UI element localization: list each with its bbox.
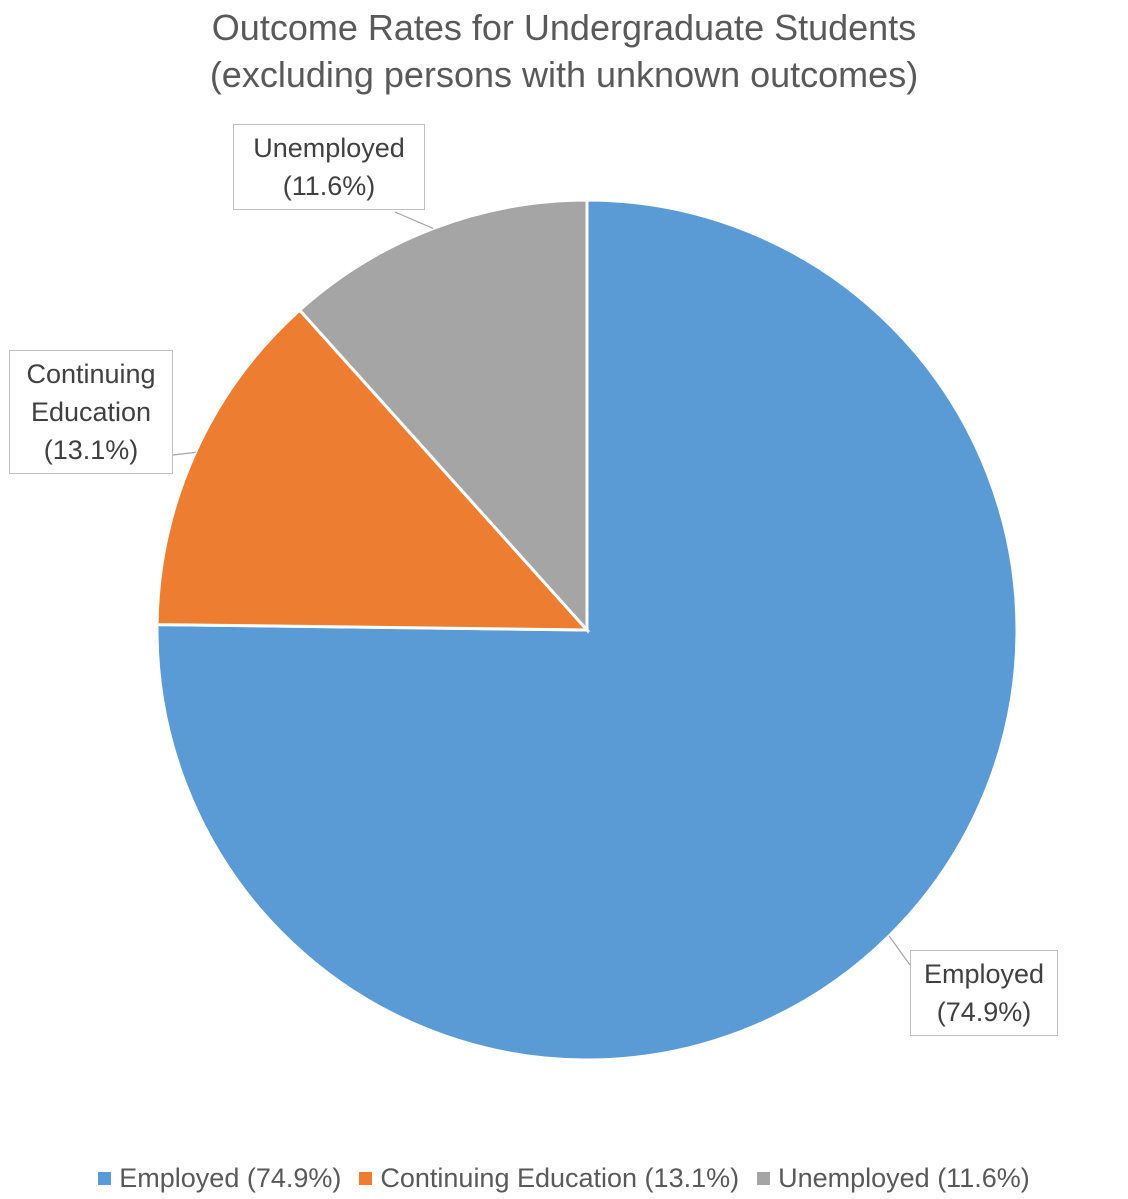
legend-swatch-unemployed bbox=[757, 1171, 771, 1185]
legend-label-continuing-education: Continuing Education (13.1%) bbox=[380, 1163, 740, 1193]
legend-label-unemployed: Unemployed (11.6%) bbox=[778, 1163, 1030, 1193]
data-label-employed-line-2: (74.9%) bbox=[936, 997, 1032, 1027]
leader-line-unemployed bbox=[394, 211, 434, 230]
pie-slice-unemployed bbox=[297, 198, 589, 634]
data-label-employed-line-1: Employed bbox=[923, 959, 1045, 989]
chart-subtitle-line: (excluding persons with unknown outcomes… bbox=[209, 54, 919, 95]
legend-item-continuing-education: Continuing Education (13.1%) bbox=[359, 1160, 739, 1196]
chart-legend: Employed (74.9%) Continuing Education (1… bbox=[0, 1160, 1128, 1196]
chart-title: Outcome Rates for Undergraduate Students… bbox=[0, 4, 1128, 98]
data-label-unemployed-line-1: Unemployed bbox=[253, 133, 405, 163]
data-label-unemployed: Unemployed (11.6%) bbox=[233, 124, 425, 210]
legend-item-unemployed: Unemployed (11.6%) bbox=[757, 1160, 1030, 1196]
data-label-continuing-education-line-1: Continuing bbox=[26, 359, 156, 389]
leader-line-employed bbox=[888, 935, 911, 966]
label-leader-lines bbox=[172, 211, 911, 966]
leader-line-continuing-education bbox=[172, 451, 196, 456]
legend-item-employed: Employed (74.9%) bbox=[98, 1160, 341, 1196]
legend-swatch-employed bbox=[98, 1171, 112, 1185]
pie-slices bbox=[155, 198, 1019, 1062]
pie-slice-employed bbox=[155, 198, 1019, 1062]
chart-title-line: Outcome Rates for Undergraduate Students bbox=[211, 7, 917, 48]
data-label-employed: Employed (74.9%) bbox=[910, 950, 1058, 1036]
legend-swatch-continuing-education bbox=[359, 1171, 373, 1185]
data-label-continuing-education: Continuing Education (13.1%) bbox=[9, 350, 173, 474]
data-label-continuing-education-line-2: Education bbox=[30, 397, 152, 427]
pie-slice-continuing-education bbox=[155, 307, 591, 632]
legend-label-employed: Employed (74.9%) bbox=[119, 1163, 342, 1193]
data-label-continuing-education-line-3: (13.1%) bbox=[43, 435, 139, 465]
data-label-unemployed-line-2: (11.6%) bbox=[282, 171, 376, 201]
